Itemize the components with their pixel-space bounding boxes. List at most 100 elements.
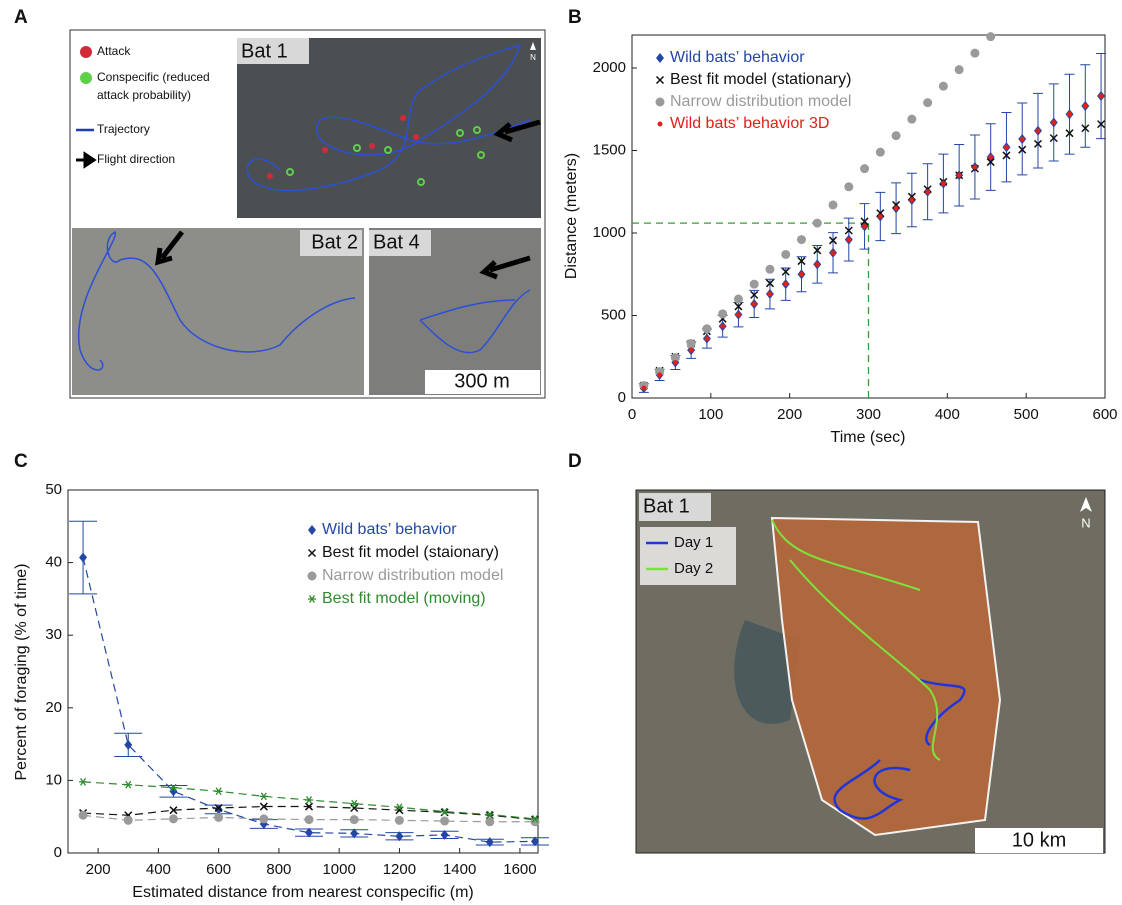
- legend-icon: [80, 46, 92, 58]
- marker-x: [1081, 124, 1090, 133]
- marker-x: [734, 302, 743, 311]
- marker-dot: [751, 301, 757, 307]
- north-arrow: [1080, 497, 1092, 512]
- marker-circle: [670, 353, 680, 363]
- marker-circle: [923, 98, 933, 108]
- marker-circle: [168, 814, 178, 824]
- y-tick-label: 10: [45, 771, 62, 788]
- y-axis-label: Percent of foraging (% of time): [13, 564, 30, 781]
- marker-dot: [814, 261, 820, 267]
- legend-label: Narrow distribution model: [670, 93, 851, 110]
- inset-label: Bat 1: [241, 40, 288, 62]
- marker-circle: [891, 131, 901, 141]
- legend-label: attack probability): [97, 88, 191, 102]
- marker-x: [907, 192, 916, 201]
- panel-label: B: [568, 7, 582, 28]
- conspecific-points: [286, 126, 485, 186]
- flight-arrow: [154, 230, 184, 266]
- marker-star: [169, 783, 178, 792]
- marker-dot: [909, 197, 915, 203]
- marker-circle: [307, 571, 317, 581]
- marker-circle: [702, 324, 712, 334]
- marker-circle: [828, 200, 838, 210]
- x-axis-label: Estimated distance from nearest conspeci…: [132, 884, 473, 901]
- map-image: [237, 38, 541, 218]
- marker-star: [395, 803, 404, 812]
- marker-circle: [844, 182, 854, 192]
- legend-label: Trajectory: [97, 122, 150, 136]
- marker-circle: [655, 97, 665, 107]
- marker-diamond: [124, 739, 133, 750]
- marker-x: [1033, 139, 1043, 148]
- marker-dot: [1051, 119, 1057, 125]
- panel-label: D: [568, 451, 582, 472]
- marker-dot: [735, 312, 741, 318]
- marker-x: [828, 236, 838, 245]
- marker-circle: [733, 294, 743, 304]
- x-tick-label: 1200: [383, 861, 416, 878]
- marker-circle: [718, 309, 728, 319]
- marker-dot: [956, 172, 962, 178]
- marker-circle: [875, 147, 885, 157]
- legend-box: [640, 527, 736, 585]
- day2-track: [771, 519, 941, 761]
- y-tick-label: 50: [45, 481, 62, 498]
- legend-label: Best fit model (moving): [322, 590, 486, 607]
- marker-star: [440, 807, 449, 816]
- marker-x: [1002, 151, 1011, 160]
- marker-circle: [860, 164, 870, 174]
- marker-dot: [846, 237, 852, 243]
- marker-dot: [672, 360, 678, 366]
- y-tick-label: 1500: [593, 141, 626, 158]
- legend-label: Day 2: [674, 560, 713, 577]
- marker-star: [305, 796, 314, 804]
- marker-circle: [907, 114, 917, 124]
- marker-x: [1018, 145, 1027, 154]
- flight-arrow: [493, 119, 541, 143]
- marker-dot: [1067, 111, 1073, 117]
- legend-label: Attack: [97, 44, 131, 58]
- x-tick-label: 200: [777, 406, 802, 423]
- marker-star: [530, 815, 539, 823]
- range-area: [772, 518, 1000, 835]
- north-label: N: [1081, 515, 1090, 530]
- marker-star: [214, 787, 223, 796]
- marker-x: [986, 158, 995, 167]
- inset-label-box: [300, 230, 362, 256]
- marker-diamond: [440, 829, 449, 840]
- inset-label: Bat 1: [643, 495, 690, 517]
- y-tick-label: 500: [601, 306, 626, 323]
- marker-x: [214, 803, 223, 813]
- legend-label: Conspecific (reduced: [97, 70, 210, 84]
- marker-dot: [688, 347, 694, 353]
- marker-diamond: [169, 786, 178, 797]
- x-tick-label: 600: [206, 861, 231, 878]
- marker-dot: [720, 323, 726, 329]
- x-tick-label: 500: [1014, 406, 1039, 423]
- marker-x: [844, 226, 853, 235]
- legend-label: Wild bats’ behavior: [670, 49, 805, 66]
- marker-circle: [123, 815, 133, 825]
- marker-dot: [783, 281, 789, 287]
- marker-circle: [749, 279, 759, 289]
- marker-circle: [986, 32, 996, 42]
- marker-dot: [1035, 128, 1041, 134]
- marker-star: [124, 780, 133, 789]
- marker-dot: [657, 372, 663, 378]
- marker-x: [350, 803, 359, 813]
- marker-circle: [349, 815, 359, 825]
- inset-label: Bat 4: [373, 231, 420, 253]
- marker-circle: [304, 815, 314, 825]
- marker-star: [79, 777, 88, 786]
- trajectory: [419, 289, 531, 354]
- marker-circle: [530, 817, 540, 827]
- marker-circle: [970, 48, 980, 58]
- marker-circle: [686, 339, 696, 349]
- lake: [734, 620, 800, 724]
- marker-star: [350, 799, 359, 808]
- marker-circle: [485, 817, 495, 827]
- legend-label: Narrow distribution model: [322, 567, 503, 584]
- legend-label: Best fit model (stationary): [670, 71, 851, 88]
- marker-dot: [1019, 136, 1025, 142]
- marker-dot: [1003, 144, 1009, 150]
